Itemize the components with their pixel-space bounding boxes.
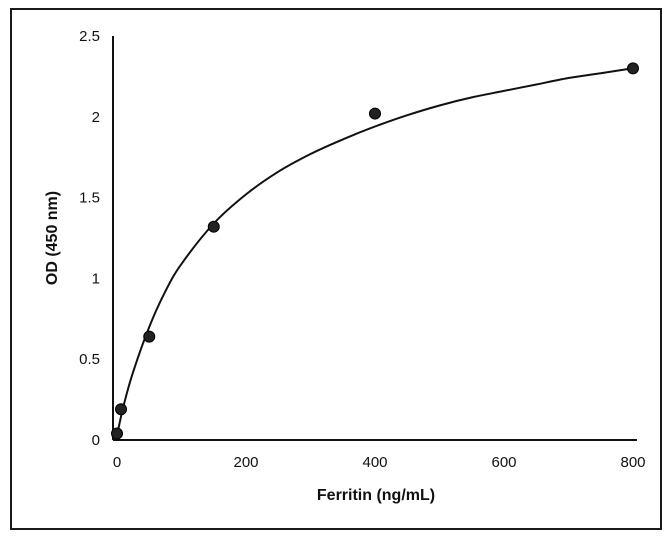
- y-tick-label: 1: [92, 270, 100, 287]
- x-tick-label: 0: [113, 454, 121, 471]
- data-point: [369, 107, 381, 120]
- data-points: [111, 62, 639, 440]
- chart-frame: [10, 8, 662, 530]
- x-tick-label: 200: [233, 454, 258, 471]
- x-tick-label: 800: [620, 454, 645, 471]
- data-point: [115, 403, 128, 416]
- data-point: [627, 62, 639, 75]
- data-point: [111, 427, 123, 440]
- y-tick-label: 0: [92, 432, 100, 449]
- fit-curve: [116, 67, 634, 436]
- axes: [112, 36, 637, 441]
- data-point: [207, 220, 220, 233]
- data-point: [143, 330, 156, 343]
- y-tick-label: 0.5: [79, 351, 100, 368]
- y-axis-title: OD (450 nm): [44, 191, 61, 285]
- x-tick-label: 400: [362, 454, 387, 471]
- x-tick-label: 600: [491, 454, 516, 471]
- fit-curve-layer: [116, 67, 634, 436]
- y-tick-label: 1.5: [79, 190, 100, 207]
- y-tick-label: 2: [92, 109, 100, 126]
- y-tick-label: 2.5: [79, 28, 100, 45]
- tick-marks: 0 200 400 600 800 0 0.5 1 1.5 2 2.5: [79, 28, 645, 471]
- x-axis-title: Ferritin (ng/mL): [317, 487, 435, 504]
